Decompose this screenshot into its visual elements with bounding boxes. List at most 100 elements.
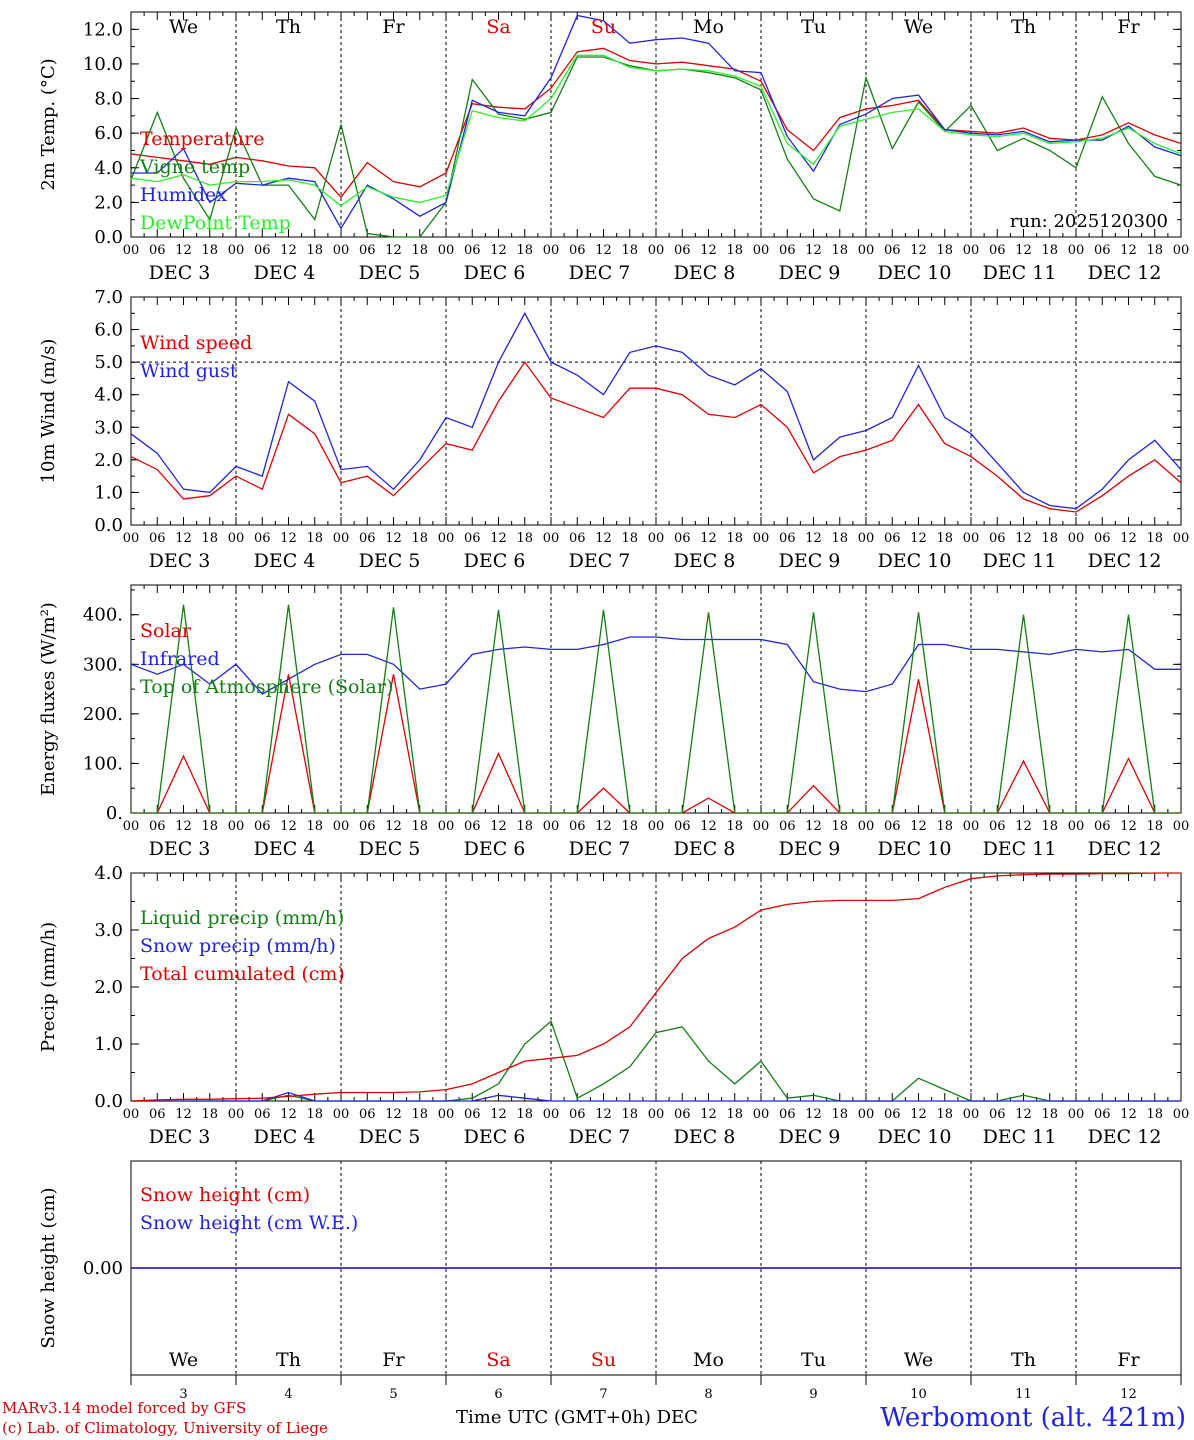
temp-hour-label: 18 xyxy=(1146,243,1163,258)
wind-legend-blue: Wind gust xyxy=(140,360,238,382)
wind-y-tick-label: 0.0 xyxy=(94,515,123,536)
temp-hour-label: 12 xyxy=(1120,243,1137,258)
temp-frame xyxy=(130,11,1182,238)
wind-y-tick-label: 3.0 xyxy=(94,417,123,438)
wind-hour-label: 12 xyxy=(805,531,822,546)
energy-date-label: DEC 7 xyxy=(569,838,631,860)
energy-hour-label: 12 xyxy=(910,819,927,834)
wind-hour-label: 06 xyxy=(464,531,481,546)
precip-y-tick-label: 4.0 xyxy=(94,863,123,884)
precip-series-red xyxy=(130,872,1181,1102)
temp-hour-label: 12 xyxy=(700,243,717,258)
temp-hour-label: 06 xyxy=(149,243,166,258)
wind-hour-label: 12 xyxy=(175,531,192,546)
precip-hour-label: 18 xyxy=(726,1107,743,1122)
wind-hour-label: 06 xyxy=(359,531,376,546)
wind-hour-label: 18 xyxy=(831,531,848,546)
weekday-label: Tu xyxy=(801,16,826,38)
wind-hour-label: 18 xyxy=(726,531,743,546)
energy-hour-label: 12 xyxy=(175,819,192,834)
run-label: run: 2025120300 xyxy=(1010,211,1168,232)
energy-y-tick-label: 0. xyxy=(106,803,123,824)
wind-hour-label: 12 xyxy=(280,531,297,546)
wind-hour-label: 00 xyxy=(123,531,140,546)
precip-date-label: DEC 3 xyxy=(149,1126,211,1148)
precip-legend-blue: Snow precip (mm/h) xyxy=(140,935,336,957)
temp-date-label: DEC 9 xyxy=(779,262,841,284)
energy-date-label: DEC 11 xyxy=(983,838,1057,860)
energy-hour-label: 00 xyxy=(858,819,875,834)
temp-date-label: DEC 7 xyxy=(569,262,631,284)
temp-hour-label: 06 xyxy=(989,243,1006,258)
weekday-label-bottom: Fr xyxy=(382,1349,405,1371)
temp-hour-label: 18 xyxy=(831,243,848,258)
precip-hour-label: 00 xyxy=(438,1107,455,1122)
precip-date-label: DEC 7 xyxy=(569,1126,631,1148)
energy-hour-label: 18 xyxy=(306,819,323,834)
temp-hour-label: 18 xyxy=(411,243,428,258)
precip-hour-label: 06 xyxy=(254,1107,271,1122)
temp-date-label: DEC 11 xyxy=(983,262,1057,284)
wind-y-tick-label: 4.0 xyxy=(94,385,123,406)
wind-date-label: DEC 4 xyxy=(254,550,316,572)
energy-hour-label: 18 xyxy=(201,819,218,834)
wind-hour-label: 18 xyxy=(1146,531,1163,546)
energy-date-label: DEC 12 xyxy=(1088,838,1162,860)
temp-hour-label: 12 xyxy=(175,243,192,258)
energy-hour-label: 06 xyxy=(569,819,586,834)
weekday-label: We xyxy=(904,16,933,38)
energy-hour-label: 00 xyxy=(648,819,665,834)
weekday-label-bottom: Sa xyxy=(486,1349,510,1371)
precip-date-label: DEC 10 xyxy=(878,1126,952,1148)
energy-date-label: DEC 5 xyxy=(359,838,421,860)
energy-legend-green: Top of Atmosphere (Solar) xyxy=(140,676,393,698)
wind-hour-label: 12 xyxy=(385,531,402,546)
day-number-label: 6 xyxy=(494,1387,502,1402)
wind-hour-label: 06 xyxy=(569,531,586,546)
precip-hour-label: 00 xyxy=(963,1107,980,1122)
energy-hour-label: 00 xyxy=(753,819,770,834)
energy-y-axis-label: Energy fluxes (W/m²) xyxy=(38,602,59,796)
precip-hour-label: 18 xyxy=(411,1107,428,1122)
temp-date-label: DEC 8 xyxy=(674,262,736,284)
precip-hour-label: 18 xyxy=(1041,1107,1058,1122)
energy-hour-label: 06 xyxy=(149,819,166,834)
weekday-label-bottom: Mo xyxy=(693,1349,724,1371)
wind-hour-label: 00 xyxy=(228,531,245,546)
precip-date-label: DEC 9 xyxy=(779,1126,841,1148)
temp-y-axis-label: 2m Temp. (°C) xyxy=(38,58,59,190)
temp-hour-label: 06 xyxy=(464,243,481,258)
temp-hour-label: 18 xyxy=(201,243,218,258)
temp-y-tick-label: 0.0 xyxy=(94,227,123,248)
day-number-label: 10 xyxy=(910,1387,927,1402)
temp-y-tick-label: 10.0 xyxy=(83,54,123,75)
day-number-label: 11 xyxy=(1015,1387,1032,1402)
energy-y-tick-label: 300. xyxy=(83,654,123,675)
weekday-label-bottom: Tu xyxy=(801,1349,826,1371)
temp-hour-label: 12 xyxy=(805,243,822,258)
temp-date-label: DEC 10 xyxy=(878,262,952,284)
temp-hour-label: 12 xyxy=(385,243,402,258)
weekday-label: Fr xyxy=(1117,16,1140,38)
energy-date-label: DEC 9 xyxy=(779,838,841,860)
precip-hour-label: 00 xyxy=(123,1107,140,1122)
wind-hour-label: 18 xyxy=(1041,531,1058,546)
wind-hour-label: 18 xyxy=(936,531,953,546)
weekday-label-bottom: Th xyxy=(276,1349,301,1371)
wind-y-axis-label: 10m Wind (m/s) xyxy=(38,339,59,484)
temp-hour-label: 00 xyxy=(963,243,980,258)
wind-y-tick-label: 1.0 xyxy=(94,482,123,503)
precip-hour-label: 00 xyxy=(543,1107,560,1122)
weekday-label-bottom: Fr xyxy=(1117,1349,1140,1371)
precip-hour-label: 06 xyxy=(569,1107,586,1122)
wind-hour-label: 00 xyxy=(648,531,665,546)
precip-hour-label: 12 xyxy=(490,1107,507,1122)
wind-series-red xyxy=(130,360,1182,513)
energy-hour-label: 06 xyxy=(254,819,271,834)
precip-hour-label: 00 xyxy=(753,1107,770,1122)
precip-series-green xyxy=(131,1020,1181,1102)
energy-date-label: DEC 6 xyxy=(464,838,526,860)
wind-hour-label: 00 xyxy=(438,531,455,546)
temp-hour-label: 00 xyxy=(123,243,140,258)
